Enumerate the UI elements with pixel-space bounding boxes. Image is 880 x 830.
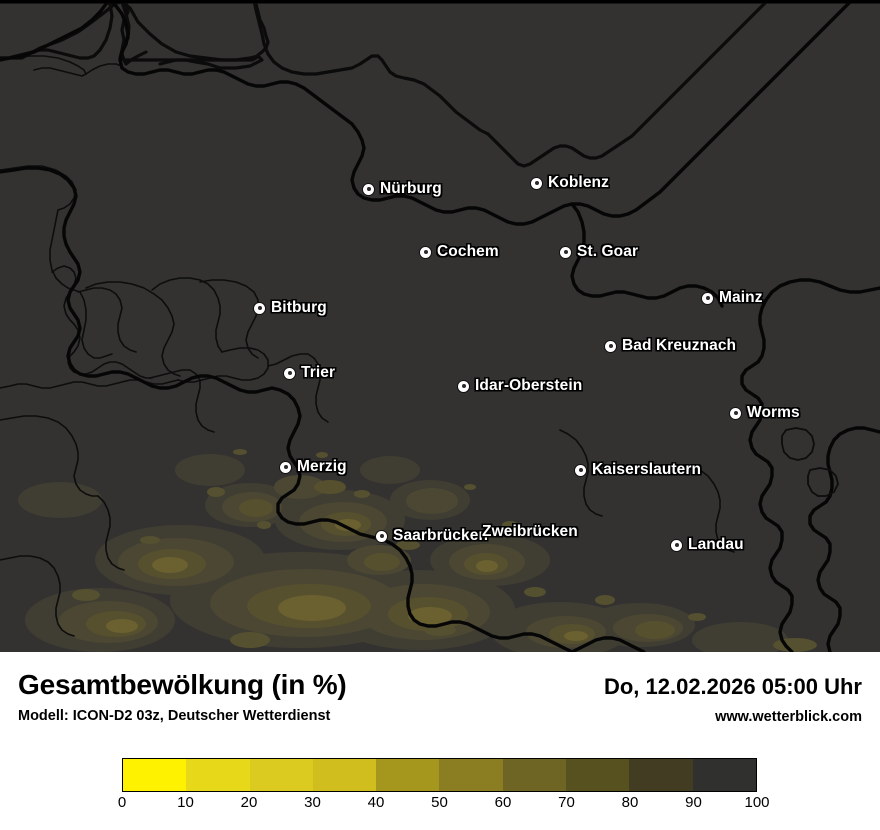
- city-dot-icon: [254, 302, 265, 314]
- city-label: Idar-Oberstein: [475, 377, 583, 394]
- model-subtitle: Modell: ICON-D2 03z, Deutscher Wetterdie…: [18, 708, 331, 724]
- city-dot-icon: [458, 380, 469, 392]
- colorbar-swatch: [502, 759, 567, 791]
- city-dot-icon: [730, 407, 741, 419]
- city-marker[interactable]: Bad Kreuznach: [605, 337, 736, 355]
- city-marker[interactable]: Trier: [284, 364, 335, 382]
- city-dot-icon: [575, 464, 586, 476]
- city-marker[interactable]: St. Goar: [560, 243, 638, 261]
- city-marker[interactable]: Zweibrücken: [482, 523, 578, 541]
- city-label: Nürburg: [380, 180, 442, 197]
- colorbar-swatch: [123, 759, 187, 791]
- colorbar-tick: 50: [431, 794, 448, 811]
- valid-timestamp: Do, 12.02.2026 05:00 Uhr: [603, 674, 862, 699]
- city-dot-icon: [420, 246, 431, 258]
- colorbar-tick: 70: [558, 794, 575, 811]
- city-marker[interactable]: Cochem: [420, 243, 499, 261]
- city-label: Koblenz: [548, 174, 609, 191]
- city-dot-icon: [284, 367, 295, 379]
- city-dot-icon: [671, 539, 682, 551]
- city-marker[interactable]: Koblenz: [531, 174, 609, 192]
- city-label: Bitburg: [271, 299, 327, 316]
- colorbar-swatch: [312, 759, 377, 791]
- city-label: Merzig: [297, 458, 347, 475]
- colorbar-swatch: [629, 759, 693, 791]
- colorbar-tick: 30: [304, 794, 321, 811]
- city-dot-icon: [531, 177, 542, 189]
- cloud-cover-field: [18, 449, 817, 652]
- city-dot-icon: [363, 183, 374, 195]
- colorbar-swatch: [376, 759, 440, 791]
- colorbar-swatch: [249, 759, 313, 791]
- city-marker[interactable]: Kaiserslautern: [575, 461, 701, 479]
- city-dot-icon: [702, 292, 713, 304]
- city-marker[interactable]: Worms: [730, 404, 800, 422]
- city-marker[interactable]: Idar-Oberstein: [458, 377, 582, 395]
- city-label: Mainz: [719, 289, 763, 306]
- colorbar-tick: 0: [117, 794, 127, 811]
- colorbar-swatch: [439, 759, 503, 791]
- city-label: Landau: [688, 536, 744, 553]
- colorbar-tick: 90: [685, 794, 702, 811]
- city-label: Cochem: [437, 243, 499, 260]
- colorbar-swatch: [692, 759, 756, 791]
- enclave-borders: [781, 427, 839, 497]
- city-label: Worms: [747, 404, 800, 421]
- city-marker[interactable]: Saarbrücken: [376, 527, 488, 545]
- city-marker[interactable]: Bitburg: [254, 299, 327, 317]
- colorbar-tick: 100: [744, 794, 770, 811]
- city-label: Zweibrücken: [482, 523, 578, 540]
- page-title: Gesamtbewölkung (in %): [18, 669, 347, 700]
- colorbar-swatches[interactable]: [122, 758, 757, 792]
- website-label: www.wetterblick.com: [715, 709, 862, 725]
- city-marker[interactable]: Nürburg: [363, 180, 442, 198]
- colorbar-tick: 10: [177, 794, 194, 811]
- city-dot-icon: [560, 246, 571, 258]
- city-marker[interactable]: Merzig: [280, 458, 347, 476]
- city-dot-icon: [605, 340, 616, 352]
- city-label: Trier: [301, 364, 336, 381]
- colorbar-tick: 60: [494, 794, 512, 811]
- map-panel[interactable]: Nürburg Koblenz Cochem St. Goar Bitburg Mainz…: [0, 0, 880, 652]
- colorbar-tick: 40: [367, 794, 385, 811]
- colorbar-legend[interactable]: 0 10 20 30 40 50 60 70 80 90 100: [118, 758, 770, 811]
- colorbar-swatch: [566, 759, 630, 791]
- colorbar-tick: 80: [621, 794, 639, 811]
- city-dot-icon: [280, 461, 291, 473]
- city-dot-icon: [376, 530, 387, 542]
- city-marker[interactable]: Landau: [671, 536, 744, 554]
- city-label: Bad Kreuznach: [622, 337, 737, 354]
- colorbar-tick: 20: [240, 794, 258, 811]
- city-label: St. Goar: [577, 243, 639, 260]
- city-label: Saarbrücken: [393, 527, 489, 544]
- country-border: [0, 0, 880, 652]
- footer-panel: Gesamtbewölkung (in %) Modell: ICON-D2 0…: [0, 652, 880, 830]
- map-canvas: [0, 0, 880, 652]
- colorbar-swatch: [186, 759, 250, 791]
- colorbar-tick-labels: 0 10 20 30 40 50 60 70 80 90 100: [118, 792, 770, 818]
- city-label: Kaiserslautern: [592, 461, 702, 478]
- city-marker[interactable]: Mainz: [702, 289, 763, 307]
